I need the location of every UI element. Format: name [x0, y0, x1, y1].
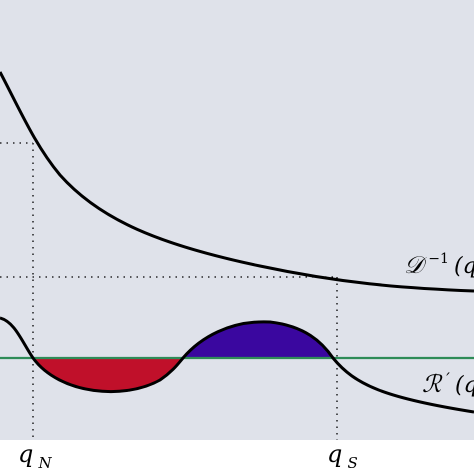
qn-subscript: N [37, 454, 52, 472]
d-inverse-argument: (q [454, 254, 474, 279]
qs-symbol: q [327, 440, 342, 468]
d-inverse-curve [0, 71, 474, 293]
qs-label: q S [327, 440, 358, 472]
r-prime-argument: (q [455, 373, 474, 398]
r-prime-curve [0, 316, 474, 414]
qn-label: q N [18, 440, 52, 472]
r-prime-symbol: ℛ [422, 370, 443, 398]
qs-subscript: S [347, 454, 357, 472]
d-inverse-superscript: −1 [428, 251, 449, 267]
guide-lines [0, 142, 338, 440]
r-prime-label: ℛ ′ (q [422, 369, 474, 398]
qn-symbol: q [18, 440, 33, 468]
r-prime-mark: ′ [446, 369, 450, 388]
